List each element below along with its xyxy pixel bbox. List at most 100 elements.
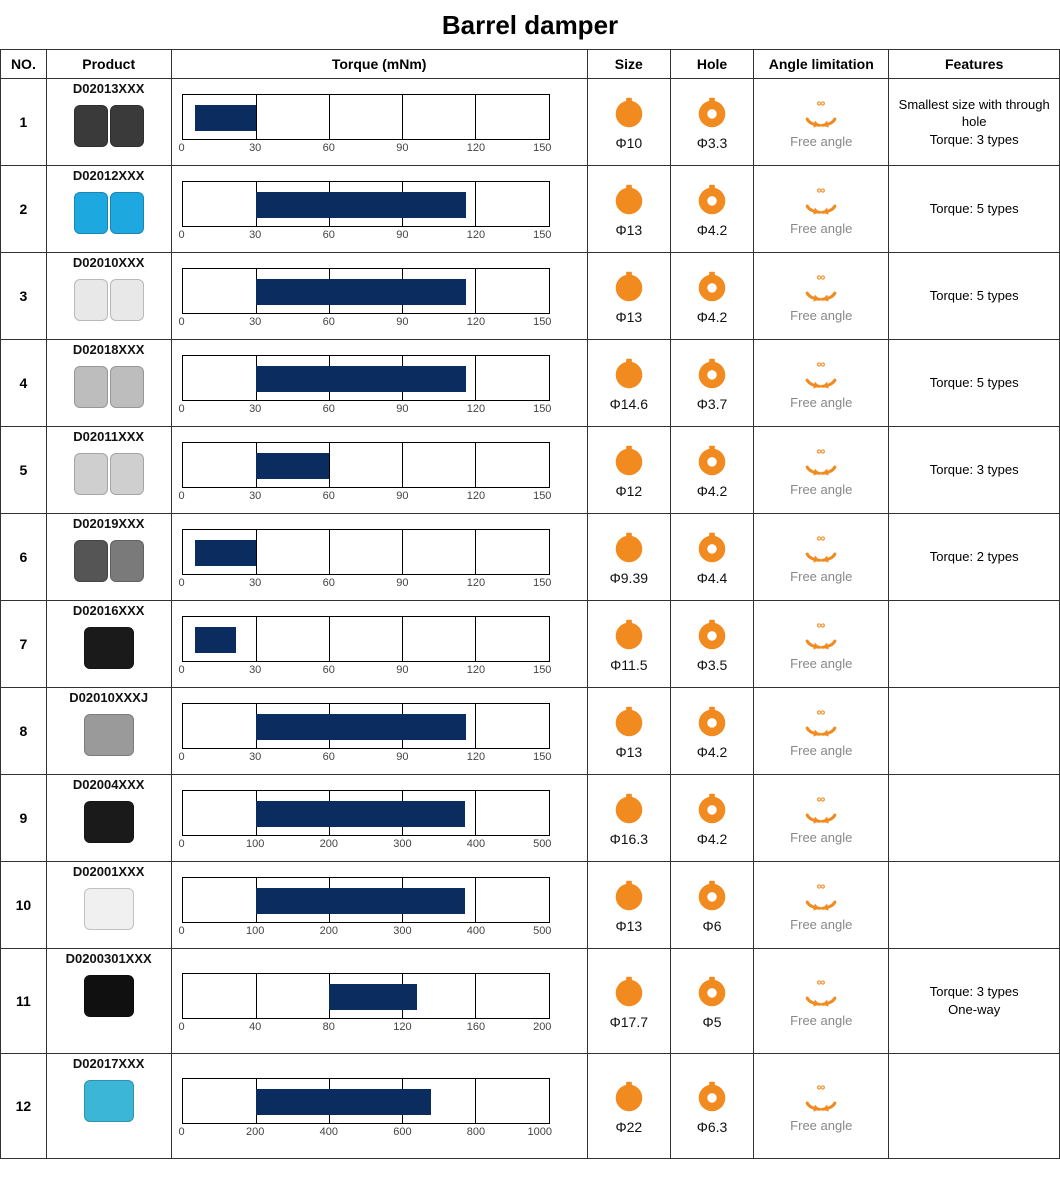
cell-hole: Φ5 bbox=[670, 949, 753, 1054]
cell-torque: 02004006008001000 bbox=[171, 1054, 587, 1159]
size-label: Φ10 bbox=[615, 135, 642, 151]
size-icon bbox=[610, 789, 648, 827]
size-icon bbox=[610, 1077, 648, 1115]
cell-angle: ∞ Free angle bbox=[754, 79, 889, 166]
hole-label: Φ4.2 bbox=[697, 222, 728, 238]
cell-hole: Φ3.3 bbox=[670, 79, 753, 166]
cell-product: D02010XXXJ bbox=[46, 688, 171, 775]
header-size: Size bbox=[587, 50, 670, 79]
cell-angle: ∞ Free angle bbox=[754, 862, 889, 949]
cell-torque: 0306090120150 bbox=[171, 166, 587, 253]
table-row: 3 D02010XXX 0306090120150 Φ13 bbox=[1, 253, 1060, 340]
svg-text:∞: ∞ bbox=[817, 618, 826, 632]
angle-label: Free angle bbox=[790, 569, 852, 584]
size-icon bbox=[610, 93, 648, 131]
size-icon bbox=[610, 528, 648, 566]
free-angle-icon: ∞ bbox=[798, 1080, 844, 1114]
product-image bbox=[69, 533, 149, 589]
size-icon bbox=[610, 702, 648, 740]
torque-chart: 02004006008001000 bbox=[182, 1072, 577, 1142]
cell-features bbox=[889, 601, 1060, 688]
cell-size: Φ13 bbox=[587, 688, 670, 775]
size-icon bbox=[610, 180, 648, 218]
hole-label: Φ5 bbox=[703, 1014, 722, 1030]
table-row: 9 D02004XXX 0100200300400500 Φ16.3 bbox=[1, 775, 1060, 862]
header-features: Features bbox=[889, 50, 1060, 79]
table-row: 4 D02018XXX 0306090120150 Φ14.6 bbox=[1, 340, 1060, 427]
product-code: D02012XXX bbox=[73, 168, 145, 183]
hole-label: Φ4.2 bbox=[697, 831, 728, 847]
cell-size: Φ13 bbox=[587, 862, 670, 949]
cell-features bbox=[889, 775, 1060, 862]
torque-chart: 0306090120150 bbox=[182, 349, 577, 419]
hole-icon bbox=[693, 1077, 731, 1115]
product-image bbox=[69, 620, 149, 676]
cell-size: Φ14.6 bbox=[587, 340, 670, 427]
cell-torque: 0306090120150 bbox=[171, 514, 587, 601]
cell-size: Φ17.7 bbox=[587, 949, 670, 1054]
cell-torque: 0100200300400500 bbox=[171, 775, 587, 862]
product-code: D02011XXX bbox=[73, 429, 144, 444]
hole-icon bbox=[693, 789, 731, 827]
cell-hole: Φ6.3 bbox=[670, 1054, 753, 1159]
table-row: 5 D02011XXX 0306090120150 Φ12 bbox=[1, 427, 1060, 514]
header-angle: Angle limitation bbox=[754, 50, 889, 79]
size-label: Φ16.3 bbox=[610, 831, 648, 847]
table-row: 2 D02012XXX 0306090120150 Φ13 bbox=[1, 166, 1060, 253]
hole-icon bbox=[693, 528, 731, 566]
product-image bbox=[69, 1073, 149, 1129]
product-image bbox=[69, 185, 149, 241]
size-label: Φ14.6 bbox=[610, 396, 648, 412]
hole-icon bbox=[693, 441, 731, 479]
header-no: NO. bbox=[1, 50, 47, 79]
cell-features: Smallest size with through holeTorque: 3… bbox=[889, 79, 1060, 166]
cell-angle: ∞ Free angle bbox=[754, 340, 889, 427]
cell-torque: 0306090120150 bbox=[171, 601, 587, 688]
product-image bbox=[69, 98, 149, 154]
cell-angle: ∞ Free angle bbox=[754, 949, 889, 1054]
hole-icon bbox=[693, 267, 731, 305]
product-image bbox=[69, 446, 149, 502]
free-angle-icon: ∞ bbox=[798, 531, 844, 565]
header-product: Product bbox=[46, 50, 171, 79]
svg-text:∞: ∞ bbox=[817, 975, 826, 989]
svg-text:∞: ∞ bbox=[817, 792, 826, 806]
cell-features bbox=[889, 1054, 1060, 1159]
angle-label: Free angle bbox=[790, 1118, 852, 1133]
cell-hole: Φ4.2 bbox=[670, 253, 753, 340]
cell-features: Torque: 3 typesOne-way bbox=[889, 949, 1060, 1054]
size-label: Φ22 bbox=[615, 1119, 642, 1135]
cell-product: D02019XXX bbox=[46, 514, 171, 601]
size-label: Φ17.7 bbox=[610, 1014, 648, 1030]
hole-icon bbox=[693, 876, 731, 914]
cell-hole: Φ4.2 bbox=[670, 427, 753, 514]
table-row: 6 D02019XXX 0306090120150 Φ9.39 bbox=[1, 514, 1060, 601]
table-row: 8 D02010XXXJ 0306090120150 Φ13 bbox=[1, 688, 1060, 775]
product-image bbox=[69, 881, 149, 937]
product-image bbox=[69, 968, 149, 1024]
free-angle-icon: ∞ bbox=[798, 96, 844, 130]
cell-features: Torque: 5 types bbox=[889, 340, 1060, 427]
table-row: 11 D0200301XXX 04080120160200 Φ17.7 bbox=[1, 949, 1060, 1054]
hole-icon bbox=[693, 354, 731, 392]
table-row: 7 D02016XXX 0306090120150 Φ11.5 bbox=[1, 601, 1060, 688]
cell-angle: ∞ Free angle bbox=[754, 1054, 889, 1159]
product-code: D02010XXX bbox=[73, 255, 145, 270]
svg-text:∞: ∞ bbox=[817, 705, 826, 719]
size-icon bbox=[610, 615, 648, 653]
hole-label: Φ4.2 bbox=[697, 483, 728, 499]
cell-product: D02017XXX bbox=[46, 1054, 171, 1159]
cell-no: 12 bbox=[1, 1054, 47, 1159]
cell-angle: ∞ Free angle bbox=[754, 253, 889, 340]
product-code: D02004XXX bbox=[73, 777, 145, 792]
free-angle-icon: ∞ bbox=[798, 705, 844, 739]
table-row: 1 D02013XXX 0306090120150 Φ10 bbox=[1, 79, 1060, 166]
free-angle-icon: ∞ bbox=[798, 879, 844, 913]
cell-features: Torque: 5 types bbox=[889, 166, 1060, 253]
cell-size: Φ9.39 bbox=[587, 514, 670, 601]
torque-chart: 0306090120150 bbox=[182, 436, 577, 506]
size-label: Φ12 bbox=[615, 483, 642, 499]
cell-features bbox=[889, 862, 1060, 949]
cell-features bbox=[889, 688, 1060, 775]
product-code: D02017XXX bbox=[73, 1056, 145, 1071]
